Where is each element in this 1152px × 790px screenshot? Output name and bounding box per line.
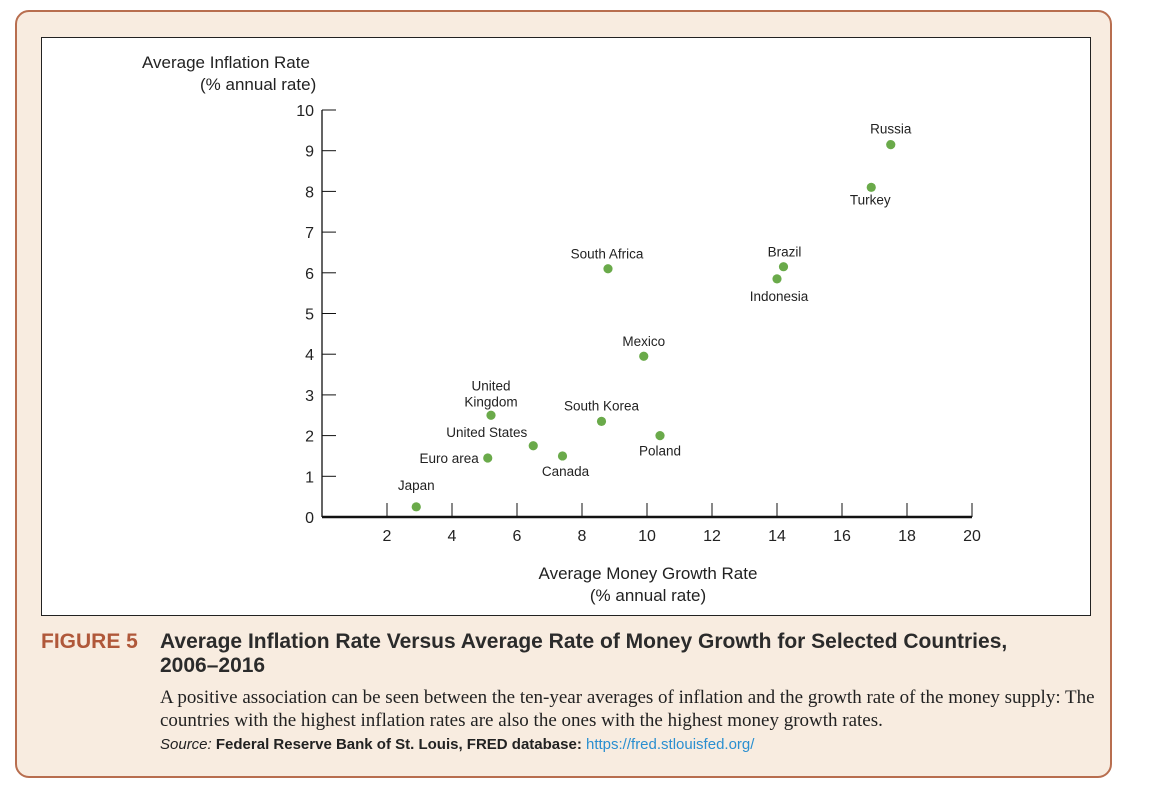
x-tick-label: 18 (898, 528, 916, 545)
y-tick-label: 9 (305, 144, 314, 161)
data-point (772, 274, 782, 284)
y-tick-label: 4 (305, 347, 314, 364)
data-point-label: Mexico (622, 334, 665, 349)
y-tick-label: 10 (296, 103, 314, 120)
data-point-label: United (471, 378, 510, 393)
source-label: Source: (160, 736, 212, 753)
y-axis-label: Average Inflation Rate (142, 53, 310, 72)
y-tick-label: 8 (305, 184, 314, 201)
data-point-label: Euro area (419, 451, 479, 466)
data-point (886, 139, 896, 150)
figure-title: Average Inflation Rate Versus Average Ra… (160, 630, 1008, 677)
y-axis-label: (% annual rate) (200, 75, 316, 94)
figure-description: A positive association can be seen betwe… (160, 687, 1095, 731)
data-point-label: Kingdom (464, 394, 517, 409)
x-tick-label: 4 (448, 528, 457, 545)
data-point-label: Indonesia (750, 289, 809, 304)
source-link[interactable]: https://fred.stlouisfed.org/ (586, 736, 755, 753)
data-point (596, 416, 607, 426)
y-tick-label: 5 (305, 307, 314, 324)
data-point (483, 453, 493, 463)
y-tick-label: 0 (305, 510, 314, 527)
x-tick-label: 2 (383, 528, 392, 545)
data-point (655, 431, 665, 441)
data-point-label: United States (446, 425, 527, 440)
x-axis-label: (% annual rate) (590, 586, 706, 605)
data-point-label: South Africa (571, 247, 644, 262)
data-point (639, 351, 649, 361)
data-point-label: Japan (398, 478, 435, 493)
x-tick-label: 14 (768, 528, 786, 545)
x-tick-label: 20 (963, 528, 981, 545)
x-tick-label: 10 (638, 528, 656, 545)
data-point (866, 182, 876, 192)
data-point-label: Russia (870, 122, 912, 137)
source-name: Federal Reserve Bank of St. Louis, FRED … (215, 736, 582, 753)
data-point-label: South Korea (564, 398, 640, 413)
x-tick-label: 6 (513, 528, 522, 545)
data-point (603, 264, 613, 274)
x-tick-label: 12 (703, 528, 721, 545)
data-point-label: Turkey (850, 192, 891, 207)
data-point-label: Brazil (768, 245, 802, 260)
x-tick-label: 8 (578, 528, 587, 545)
y-tick-label: 6 (305, 266, 314, 283)
figure-label: FIGURE 5 (41, 630, 138, 653)
data-point-label: Poland (639, 444, 681, 459)
y-tick-label: 2 (305, 429, 314, 446)
x-axis-label: Average Money Growth Rate (539, 564, 758, 583)
data-point (557, 451, 568, 461)
x-tick-label: 16 (833, 528, 851, 545)
data-point (486, 410, 496, 420)
figure-source: Source: Federal Reserve Bank of St. Loui… (160, 736, 1100, 753)
data-point (411, 502, 421, 512)
data-point (778, 262, 789, 272)
y-tick-label: 1 (305, 469, 314, 486)
y-tick-label: 3 (305, 388, 314, 405)
chart-panel: 0 1 2 3 4 5 6 7 8 9 10 2 4 6 8 10 12 14 16 18 20 Average Infl… (41, 37, 1091, 616)
data-point (528, 441, 538, 451)
y-tick-label: 7 (305, 225, 314, 242)
data-point-label: Canada (542, 464, 590, 479)
